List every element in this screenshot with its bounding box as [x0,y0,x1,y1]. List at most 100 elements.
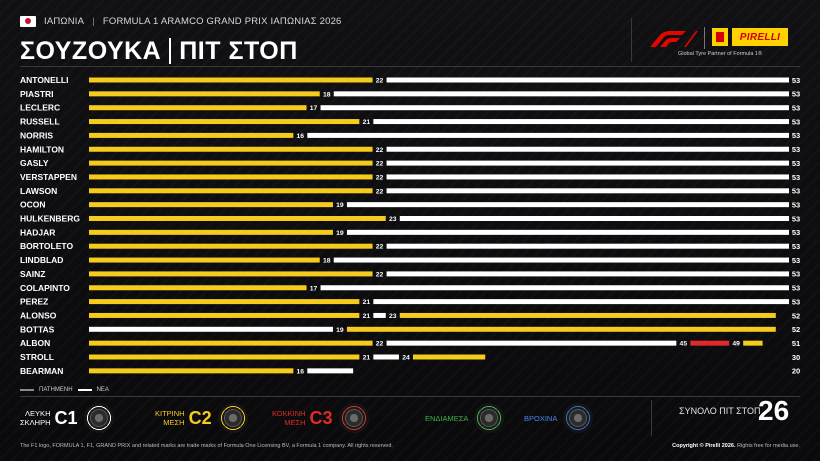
stint-bar [399,312,776,318]
stint-bar [89,160,373,166]
pit-lap-label: 45 [680,341,688,348]
finish-lap-label: 52 [792,325,800,334]
stint-bar [307,132,789,138]
stint-bar [89,285,307,291]
event-bar: ΙΑΠΩΝΙΑ | FORMULA 1 ARAMCO GRAND PRIX ΙΑ… [20,14,342,28]
stint-bar [320,285,789,291]
tyre-c3-code: C3 [309,407,333,428]
pit-lap-label: 21 [363,119,371,126]
stint-bar [89,105,307,111]
finish-lap-label: 53 [792,173,800,182]
pit-lap-label: 22 [376,341,384,348]
pit-lap-label: 22 [376,188,384,195]
driver-label: LAWSON [20,186,57,196]
tyre-c2-code: C2 [188,407,212,428]
driver-label: PIASTRI [20,89,54,99]
finish-lap-label: 52 [792,311,800,320]
stint-bar [386,146,789,152]
legend-new-swatch [77,389,92,391]
driver-label: VERSTAPPEN [20,172,77,182]
pirelli-logo: PIRELLI [732,28,788,46]
stint-bar [89,188,373,194]
driver-label: ALBON [20,338,50,348]
stint-bar [89,340,373,346]
legend-used-swatch [20,389,34,391]
pit-lap-label: 22 [376,147,384,154]
tyre-c1-code: C1 [54,407,78,428]
stint-bar [386,340,677,346]
header-divider [631,18,632,62]
driver-label: PEREZ [20,297,48,307]
finish-lap-label: 30 [792,353,800,362]
pirelli-p-icon [712,28,728,46]
medium-tyre-icon [217,403,248,433]
pit-lap-label: 22 [376,161,384,168]
stint-bar [373,119,789,125]
stint-bar [386,271,789,277]
pit-lap-label: 23 [389,216,397,223]
finish-lap-label: 53 [792,76,800,85]
pit-lap-label: 21 [363,313,371,320]
stint-bar [690,340,730,346]
page-title: ΣΟΥΖΟΥΚΑ ΠΙΤ ΣΤΟΠ [20,34,298,68]
stint-bar [373,354,399,360]
finish-lap-label: 53 [792,297,800,306]
finish-lap-label: 53 [792,228,800,237]
header-rule [20,66,800,67]
stint-bar [386,188,789,194]
stint-bar [346,202,789,208]
legend: ΠΑΤΗΜΕΝΗ ΝΕΑ [20,387,109,393]
stint-bar [89,91,320,97]
pit-lap-label: 17 [310,105,318,112]
footer-rule [20,396,800,397]
total-pit-stops-label: ΣΥΝΟΛΟ ΠΙΤ ΣΤΟΠ [679,406,761,416]
stint-bar [89,229,333,235]
trademark-disclaimer: The F1 logo, FORMULA 1, F1, GRAND PRIX a… [20,443,393,449]
event-label: FORMULA 1 ARAMCO GRAND PRIX ΙΑΠΩΝΙΑΣ 202… [102,15,342,27]
driver-label: HULKENBERG [20,214,80,224]
pit-lap-label: 16 [297,368,305,375]
stint-bar [89,326,333,332]
driver-label: ALONSO [20,310,57,320]
pit-lap-label: 19 [336,327,344,334]
pit-lap-label: 16 [297,133,305,140]
pit-lap-label: 24 [402,355,410,362]
tyre-c3-name: ΚΟΚΚΙΝΗ ΜΕΣΗ [272,409,306,427]
driver-label: LINDBLAD [20,255,63,265]
stint-bar [399,216,789,221]
stint-bar [333,91,789,97]
stint-bar [89,202,333,208]
wet-tyre-icon [563,403,594,433]
finish-lap-label: 53 [792,131,800,140]
pit-lap-label: 22 [376,244,384,251]
japan-flag-icon [20,15,36,27]
tyre-c1-name: ΛΕΥΚΗ ΣΚΛΗΡΗ [20,409,51,427]
pit-lap-label: 22 [376,78,384,85]
stint-bar [89,146,373,152]
stint-bar [307,368,354,374]
stint-bar [386,243,789,249]
f1-logo-icon [650,31,698,47]
stint-bar [386,160,789,166]
stint-bar [89,271,373,277]
stint-bar [89,174,373,180]
pit-lap-label: 22 [376,271,384,278]
pit-lap-label: 18 [323,91,331,98]
driver-label: SAINZ [20,269,46,279]
driver-label: STROLL [20,352,54,362]
pit-lap-label: 22 [376,174,384,181]
tyre-intermediate: ΕΝΔΙΑΜΕΣΑ [425,401,505,435]
driver-label: RUSSELL [20,117,60,127]
tyre-c1: ΛΕΥΚΗ ΣΚΛΗΡΗ C1 [20,401,114,435]
finish-lap-label: 53 [792,242,800,251]
driver-label: COLAPINTO [20,283,70,293]
total-pit-stops-value: 26 [758,395,790,426]
finish-lap-label: 53 [792,117,800,126]
stint-bar [386,174,789,180]
finish-lap-label: 51 [792,339,800,348]
logo-divider [704,27,705,49]
stint-bar [743,340,763,346]
pit-lap-label: 49 [732,341,740,348]
stint-bar [89,216,386,221]
partner-text: Global Tyre Partner of Formula 1® [678,51,763,57]
